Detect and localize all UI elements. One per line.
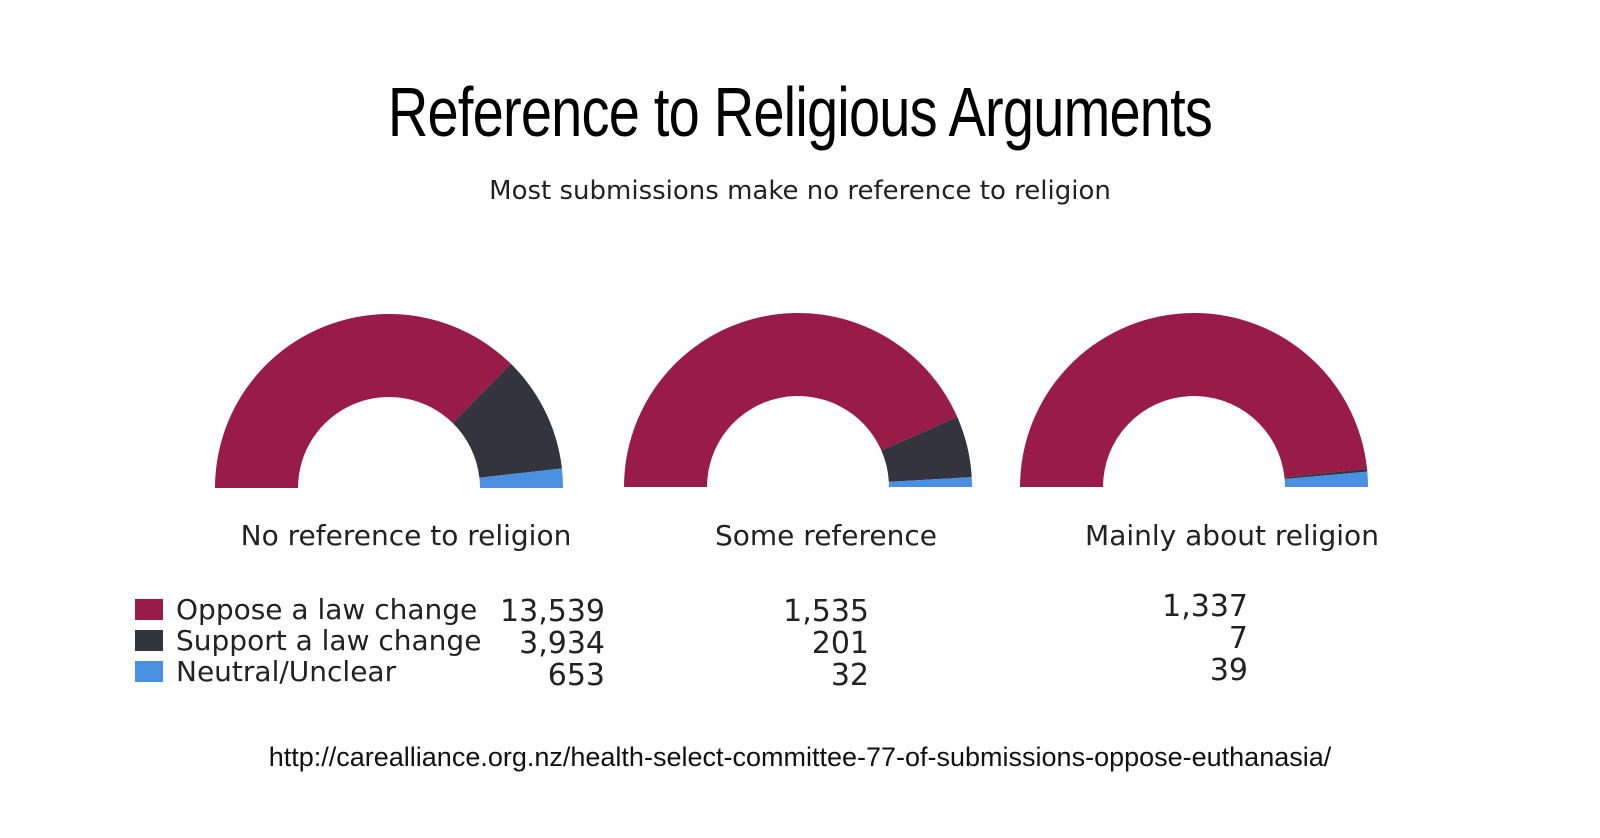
value-oppose-some-reference: 1,535 (783, 594, 869, 629)
values-some-reference: 1,535 201 32 (669, 596, 869, 692)
category-label-some-reference: Some reference (714, 519, 937, 552)
value-neutral-no-reference: 653 (547, 658, 605, 693)
legend-label-support: Support a law change (176, 624, 482, 657)
values-mainly-religion: 1,337 7 39 (1048, 591, 1248, 687)
value-support-no-reference: 3,934 (519, 626, 605, 661)
legend-swatch-oppose (135, 599, 163, 620)
category-label-no-reference: No reference to religion (240, 519, 572, 552)
legend-item-support: Support a law change (135, 624, 482, 657)
value-oppose-mainly-religion: 1,337 (1162, 589, 1248, 624)
source-url: http://carealliance.org.nz/health-select… (268, 742, 1332, 772)
donut-segment-some-reference-neutral (888, 477, 972, 487)
donut-segment-some-reference-oppose (624, 312, 958, 487)
chart-subtitle: Most submissions make no reference to re… (489, 176, 1111, 206)
legend-swatch-support (135, 630, 163, 651)
donut-segment-mainly-religion-neutral (1284, 471, 1368, 487)
value-oppose-no-reference: 13,539 (500, 594, 605, 629)
value-support-some-reference: 201 (811, 626, 869, 661)
chart-title: Reference to Religious Arguments (387, 73, 1213, 151)
category-label-mainly-religion: Mainly about religion (1085, 519, 1379, 552)
legend-label-oppose: Oppose a law change (176, 593, 478, 626)
donut-segment-mainly-religion-oppose (1020, 313, 1368, 487)
donut-segment-mainly-religion-support (1284, 468, 1368, 479)
value-neutral-mainly-religion: 39 (1209, 653, 1248, 688)
legend-label-neutral: Neutral/Unclear (176, 655, 397, 688)
value-support-mainly-religion: 7 (1228, 621, 1248, 656)
donut-segment-no-reference-support (452, 363, 562, 478)
legend-swatch-neutral (135, 661, 163, 682)
legend: Oppose a law change Support a law change… (135, 593, 482, 688)
legend-item-neutral: Neutral/Unclear (135, 655, 481, 688)
legend-item-oppose: Oppose a law change (135, 593, 481, 626)
value-neutral-some-reference: 32 (830, 658, 869, 693)
donut-segment-no-reference-oppose (215, 313, 511, 488)
donut-segment-some-reference-support (881, 417, 972, 482)
values-no-reference: 13,539 3,934 653 (405, 596, 605, 692)
donut-segment-no-reference-neutral (479, 468, 563, 488)
